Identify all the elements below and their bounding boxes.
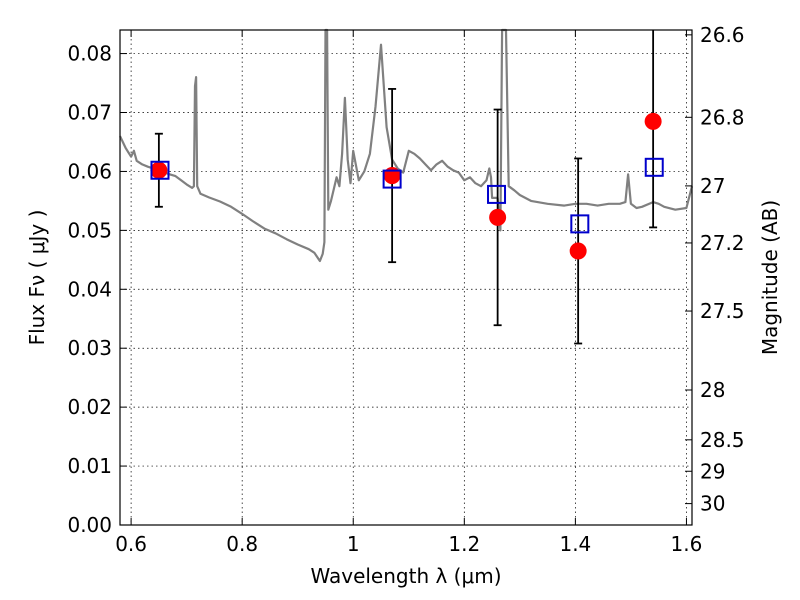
right-tick-label: 28.5 (700, 428, 745, 452)
model-photometry-layer (150, 157, 664, 234)
y-tick-label: 0.07 (67, 101, 112, 125)
model-photometry-point (382, 169, 402, 189)
right-tick-label: 29 (700, 459, 725, 483)
plot-frame (119, 29, 693, 526)
x-tick-label: 1.2 (448, 532, 480, 556)
right-tick-label: 26.6 (700, 23, 745, 47)
right-tick-label: 30 (700, 492, 725, 516)
x-tick-label: 0.6 (115, 532, 147, 556)
right-tick-label: 27.5 (700, 299, 745, 323)
x-axis-label: Wavelength λ (μm) (310, 564, 501, 588)
observed-point (569, 242, 587, 260)
x-tick-label: 1.6 (671, 532, 703, 556)
y-tick-label: 0.03 (67, 336, 112, 360)
x-tick-label: 1 (347, 532, 360, 556)
ticks-layer: 0.6 0.8 1 1.2 1.4 1.6 0.00 0.01 0.02 0.03 0.04 0.05… (67, 23, 744, 556)
model-photometry-point (487, 184, 507, 204)
right-tick-label: 28 (700, 378, 725, 402)
y-tick-label: 0.02 (67, 395, 112, 419)
y-tick-label: 0.06 (67, 159, 112, 183)
x-tick-label: 0.8 (226, 532, 258, 556)
y-tick-label: 0.04 (67, 277, 112, 301)
model-spectrum-layer (119, 28, 694, 263)
model-photometry-point (570, 214, 590, 234)
y-tick-label: 0.00 (67, 513, 112, 537)
error-bars-layer (154, 30, 658, 345)
x-tick-label: 1.4 (559, 532, 591, 556)
model-photometry-point (150, 160, 170, 180)
model-spectrum-line (119, 28, 694, 263)
y-tick-label: 0.05 (67, 218, 112, 242)
right-tick-label: 26.8 (700, 105, 745, 129)
observed-point (150, 161, 168, 179)
right-tick-label: 27.2 (700, 231, 745, 255)
observed-point (644, 112, 662, 130)
model-photometry-point (644, 157, 664, 177)
grid (120, 30, 692, 525)
right-tick-label: 27 (700, 174, 725, 198)
y-axis-label: Flux Fν ( μJy ) (25, 210, 49, 346)
y-tick-label: 0.01 (67, 454, 112, 478)
y-tick-label: 0.08 (67, 42, 112, 66)
right-axis-label: Magnitude (AB) (758, 200, 782, 355)
observed-points-layer (150, 112, 662, 260)
observed-point (489, 208, 507, 226)
